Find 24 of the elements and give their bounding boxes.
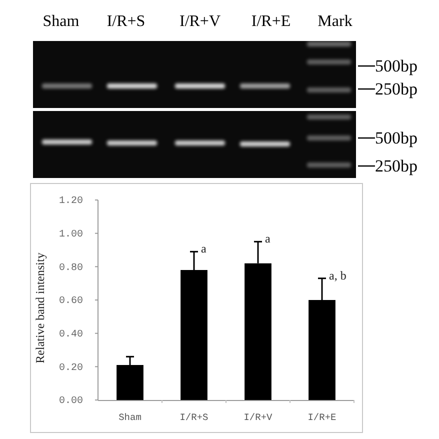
annotation: a	[201, 242, 207, 256]
y-tick-label: 1.00	[58, 230, 83, 241]
y-tick-label: 0.60	[58, 296, 83, 308]
x-tick-label: I/R+S	[180, 412, 209, 423]
text: I/R+V	[179, 13, 221, 30]
x-tick-label: I/R+E	[308, 412, 337, 423]
y-tick-label: 0.20	[58, 362, 83, 374]
text: 500bp	[375, 56, 418, 76]
text: 250bp	[375, 156, 418, 176]
y-tick-label: 0.80	[58, 262, 83, 274]
y-tick-label: 1.20	[58, 196, 83, 208]
y-axis-title: Relative band intensity	[33, 252, 47, 364]
text: 500bp	[375, 128, 418, 148]
annotation: a	[265, 232, 271, 246]
text: I/R+E	[251, 13, 291, 30]
annotation: a, b	[329, 268, 346, 282]
y-tick-label: 0.40	[58, 330, 83, 341]
text: Mark	[318, 13, 352, 30]
text: 250bp	[375, 80, 418, 98]
text: Sham	[42, 13, 80, 30]
y-tick-label: 0.00	[58, 396, 83, 408]
x-tick-label: I/R+V	[244, 412, 273, 423]
text: I/R+S	[106, 13, 146, 30]
x-tick-label: Sham	[118, 412, 142, 423]
